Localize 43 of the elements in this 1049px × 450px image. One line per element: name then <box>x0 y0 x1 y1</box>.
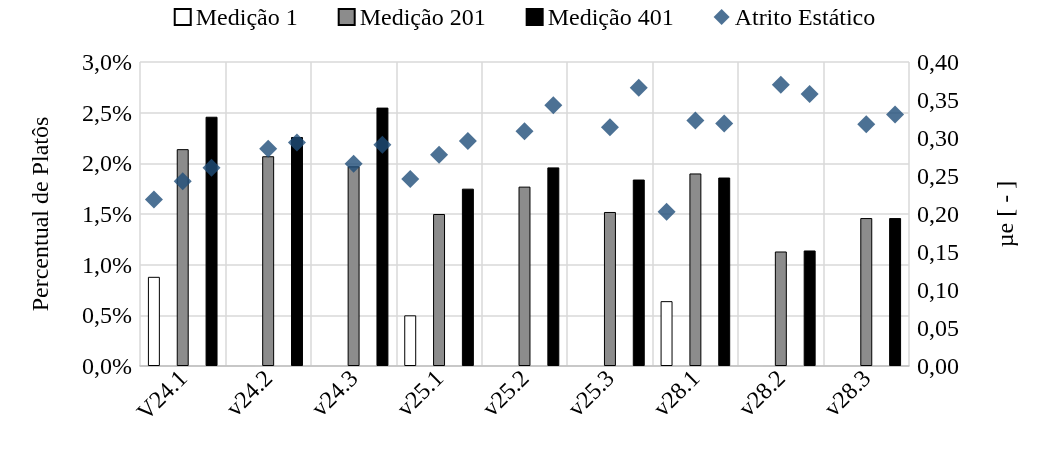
y2-tick-label: 0,35 <box>917 87 959 113</box>
y2-tick-label: 0,05 <box>917 315 959 341</box>
bar <box>889 218 902 366</box>
bar <box>262 156 275 366</box>
y-tick-label: 2,5% <box>82 99 132 126</box>
bar <box>404 315 417 366</box>
legend-label: Atrito Estático <box>734 4 876 30</box>
y2-tick-label: 0,15 <box>917 239 959 265</box>
bar <box>347 166 360 366</box>
legend-label: Medição 1 <box>195 4 298 30</box>
y-tick-label: 1,0% <box>82 251 132 278</box>
y2-tick-label: 0,30 <box>917 125 959 151</box>
bar <box>860 218 873 366</box>
bar <box>632 179 645 366</box>
y-tick-label: 0,5% <box>82 302 132 329</box>
y-tick-label: 0,0% <box>82 353 132 379</box>
bar <box>660 301 673 366</box>
y2-tick-label: 0,25 <box>917 163 959 189</box>
y-tick-label: 1,5% <box>82 201 132 227</box>
bar <box>547 167 560 366</box>
bar <box>689 173 702 366</box>
bar <box>433 214 446 366</box>
bar <box>603 211 616 366</box>
bar <box>718 177 731 366</box>
bar <box>205 116 218 366</box>
legend-label: Medição 201 <box>359 4 486 30</box>
bar <box>774 251 787 366</box>
bar <box>803 250 816 366</box>
bar <box>176 149 189 366</box>
bar <box>518 186 531 366</box>
bar <box>461 188 474 366</box>
bar <box>147 276 160 366</box>
y2-tick-label: 0,40 <box>917 49 959 75</box>
y-tick-label: 3,0% <box>82 49 132 75</box>
bar <box>291 136 303 366</box>
y2-tick-label: 0,00 <box>917 353 959 379</box>
y2-tick-label: 0,20 <box>917 201 959 227</box>
bar <box>376 107 389 366</box>
y-tick-label: 2,0% <box>82 150 132 177</box>
y2-tick-label: 0,10 <box>917 277 959 303</box>
y2-axis-title: µe [ - ] <box>992 180 1018 248</box>
y-axis-title: Percentual de Platôs <box>27 116 53 312</box>
legend-label: Medição 401 <box>547 4 674 30</box>
